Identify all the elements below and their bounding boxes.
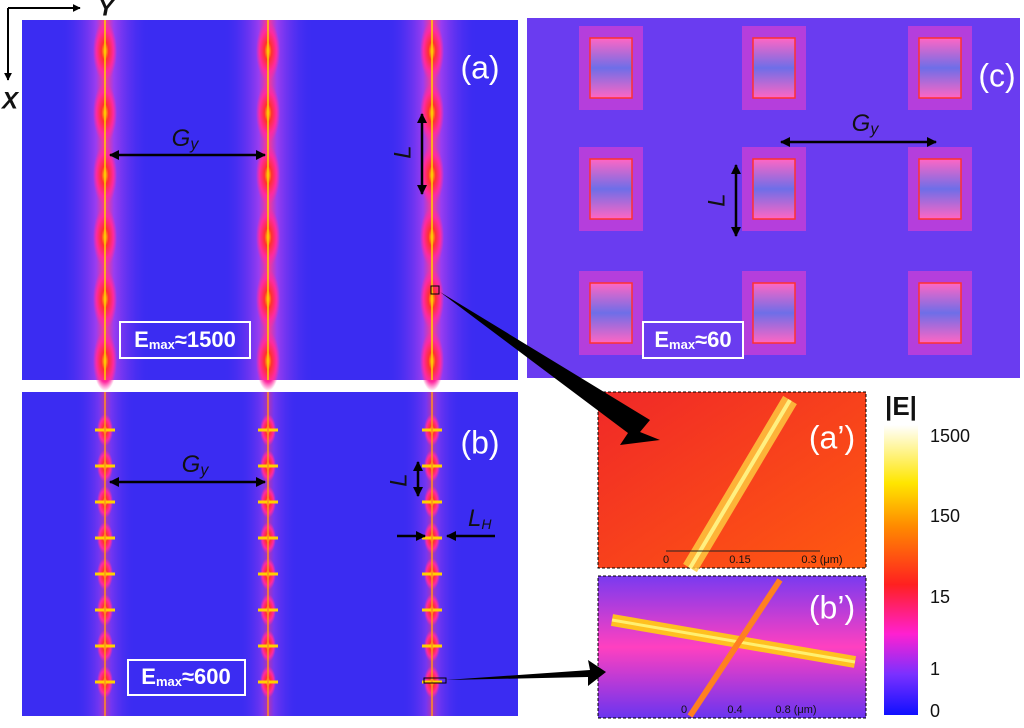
length-label: L	[389, 145, 416, 158]
panel-label: (c)	[978, 57, 1015, 93]
colorbar-label: 1500	[930, 426, 970, 446]
colorbar-label: 15	[930, 587, 950, 607]
field-feature	[918, 282, 962, 344]
panel-label: (b)	[460, 424, 499, 460]
zoom-arrow	[440, 292, 660, 445]
panel-label: (b’)	[809, 589, 855, 625]
zoom-arrow	[446, 660, 606, 686]
field-feature	[752, 158, 796, 220]
panel-b-zoom: (b’) 0 0.4 0.8 (μm)	[597, 575, 867, 719]
scale-label: 0.8 (μm)	[775, 704, 816, 716]
gap-label: Gy	[852, 110, 880, 138]
scale-label: 0	[681, 704, 687, 716]
gap-label: Gy	[172, 125, 200, 153]
emax: Emax≈600	[141, 664, 231, 690]
emax: Emax≈1500	[134, 327, 236, 353]
scale-label: 0.4	[727, 704, 742, 716]
field-feature	[752, 37, 796, 99]
field-feature	[918, 37, 962, 99]
panel-a-zoom: (a’) 0 0.15 0.3 (μm)	[597, 391, 867, 573]
scale-label: 0.3 (μm)	[801, 554, 842, 566]
panel-b: (b) Gy L LH Emax≈600	[22, 392, 518, 716]
emax: Emax≈60	[654, 327, 731, 353]
length-label: L	[385, 473, 412, 486]
scale-label: 0	[663, 554, 669, 566]
colorbar: |E| 1500 150 15 1 0	[884, 391, 970, 721]
axes-indicator: Y X	[0, 0, 116, 114]
field-feature	[589, 37, 633, 99]
gap-label: Gy	[182, 451, 210, 479]
axis-y: Y	[98, 0, 116, 21]
colorbar-title: |E|	[885, 391, 917, 421]
field-feature	[752, 282, 796, 344]
field-feature	[589, 282, 633, 344]
field-feature	[589, 158, 633, 220]
width-label: LH	[468, 505, 492, 532]
panel-c: (c) Gy L Emax≈60	[527, 18, 1020, 378]
colorbar-label: 150	[930, 506, 960, 526]
field-feature	[918, 158, 962, 220]
colorbar-label: 0	[930, 701, 940, 721]
panel-label: (a’)	[809, 419, 855, 455]
panel-a: (a) Gy L Emax≈1500	[22, 20, 518, 391]
panel-label: (a)	[460, 49, 499, 85]
scale-label: 0.15	[729, 554, 750, 566]
length-label: L	[703, 193, 730, 206]
axis-x: X	[0, 87, 20, 114]
colorbar-label: 1	[930, 659, 940, 679]
